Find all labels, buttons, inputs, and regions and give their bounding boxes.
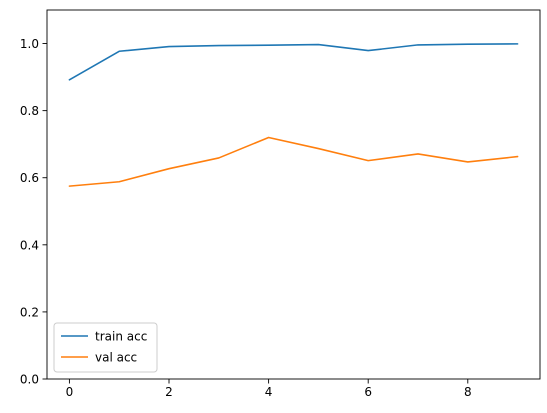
- y-tick-label: 0.2: [20, 305, 39, 319]
- series-line-1: [68, 136, 519, 187]
- x-tick-label: 8: [464, 385, 472, 399]
- plot-frame: [46, 9, 541, 380]
- series-line-0: [68, 43, 519, 81]
- x-tick-label: 6: [364, 385, 372, 399]
- y-tick-label: 1.0: [20, 37, 39, 51]
- legend-label-1: val acc: [95, 351, 137, 365]
- x-tick-label: 2: [165, 385, 173, 399]
- axes-layer: 0 2 4 6 8 0.0 0.2 0.4 0.6 0.8 1.0: [20, 9, 541, 399]
- y-tick-label: 0.0: [20, 373, 39, 387]
- y-tick-label: 0.6: [20, 171, 39, 185]
- y-tick-label: 0.4: [20, 238, 39, 252]
- legend: train acc val acc: [53, 322, 158, 373]
- x-tick-label: 4: [265, 385, 273, 399]
- x-tick-label: 0: [66, 385, 74, 399]
- legend-label-0: train acc: [95, 330, 147, 344]
- y-tick-label: 0.8: [20, 104, 39, 118]
- series-layer: [68, 43, 519, 187]
